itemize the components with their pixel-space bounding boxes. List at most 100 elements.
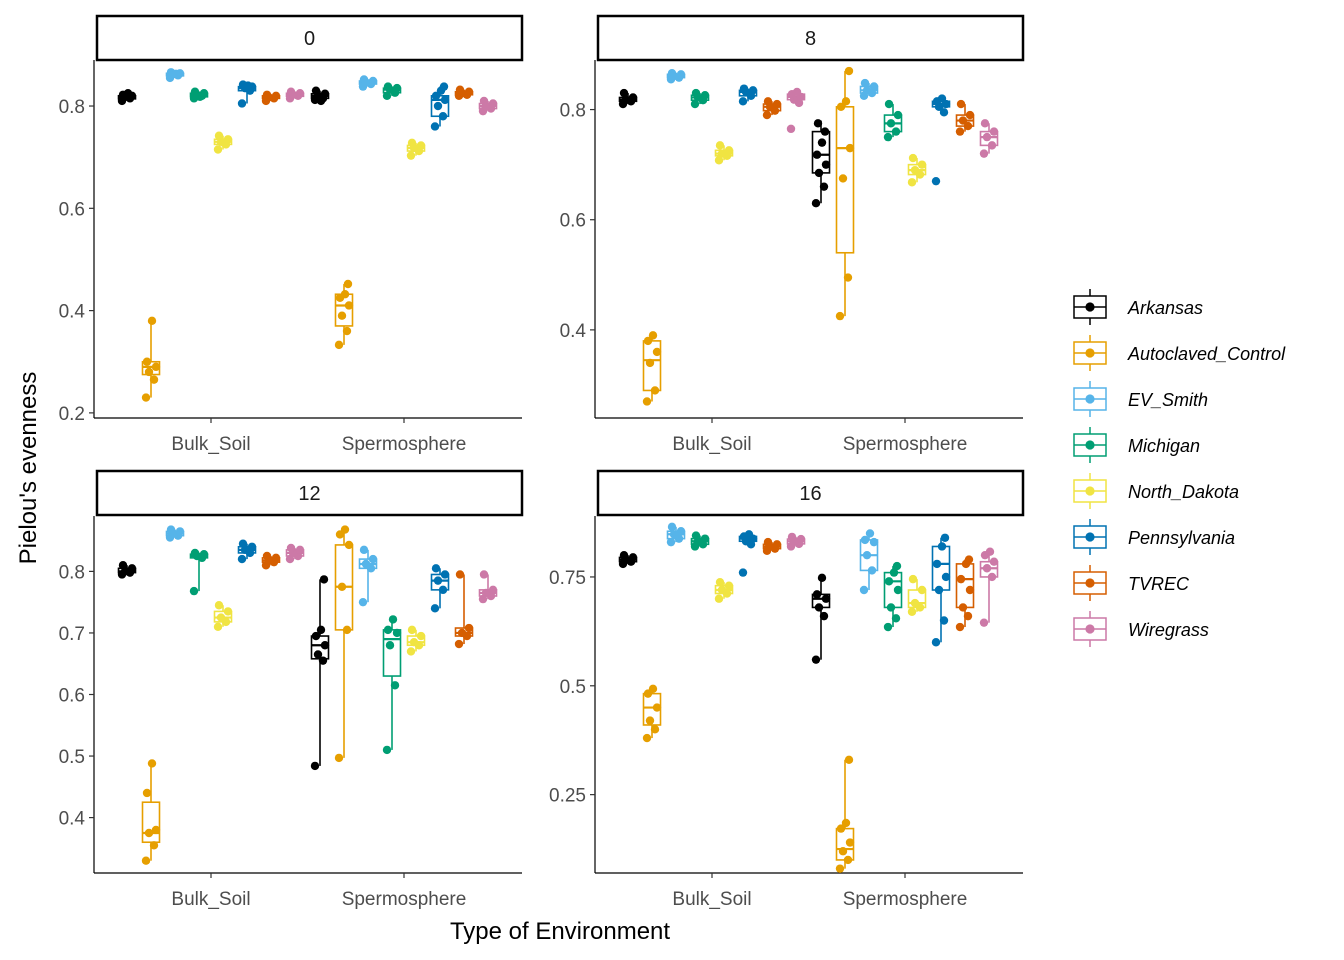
data-point bbox=[787, 532, 797, 542]
data-point bbox=[337, 311, 347, 320]
legend-key-point bbox=[1085, 624, 1095, 634]
data-point bbox=[144, 828, 154, 838]
data-point bbox=[715, 141, 725, 150]
data-point bbox=[939, 108, 949, 117]
data-point bbox=[865, 529, 875, 538]
data-point bbox=[841, 97, 851, 106]
data-point bbox=[889, 568, 899, 577]
data-point bbox=[406, 151, 416, 160]
data-point bbox=[676, 70, 686, 79]
data-point bbox=[843, 273, 853, 282]
data-point bbox=[648, 331, 658, 340]
data-point bbox=[814, 168, 824, 178]
data-point bbox=[934, 585, 944, 595]
data-point bbox=[821, 594, 831, 603]
data-point bbox=[166, 525, 176, 534]
data-point bbox=[845, 838, 855, 847]
data-point bbox=[271, 553, 281, 563]
data-point bbox=[479, 570, 489, 579]
data-point bbox=[838, 174, 848, 183]
legend-key-point bbox=[1085, 302, 1095, 312]
data-point bbox=[433, 576, 443, 585]
x-tick-label: Spermosphere bbox=[342, 434, 467, 455]
data-point bbox=[917, 160, 927, 169]
data-point bbox=[358, 597, 368, 607]
data-point bbox=[199, 549, 209, 559]
data-point bbox=[715, 577, 725, 587]
facet-strip bbox=[95, 14, 524, 62]
data-point bbox=[385, 641, 395, 650]
data-point bbox=[619, 88, 629, 98]
data-point bbox=[867, 566, 877, 575]
data-point bbox=[416, 631, 426, 641]
data-point bbox=[891, 127, 901, 136]
x-tick-label: Bulk_Soil bbox=[672, 434, 751, 455]
data-point bbox=[319, 575, 329, 584]
data-point bbox=[812, 150, 822, 159]
data-point bbox=[295, 545, 305, 555]
data-point bbox=[893, 110, 903, 120]
data-point bbox=[262, 90, 272, 99]
data-point bbox=[334, 753, 344, 763]
data-point bbox=[666, 537, 676, 547]
data-point bbox=[190, 548, 200, 558]
facet-panel-0: 0 0.2 0.4 0.6 0.8 Bulk_Soil Spermosphere bbox=[59, 14, 524, 455]
data-point bbox=[316, 625, 326, 635]
data-point bbox=[869, 537, 879, 547]
data-point bbox=[817, 138, 827, 147]
data-point bbox=[819, 611, 829, 621]
data-point bbox=[811, 655, 821, 664]
data-point bbox=[932, 559, 942, 569]
data-point bbox=[213, 145, 223, 154]
data-point bbox=[763, 97, 773, 106]
data-point bbox=[409, 637, 419, 647]
data-point bbox=[650, 725, 660, 734]
data-point bbox=[844, 66, 854, 76]
y-tick-label: 0.4 bbox=[59, 302, 86, 323]
x-tick-label: Bulk_Soil bbox=[171, 889, 250, 910]
data-point bbox=[643, 336, 653, 346]
legend-key-point bbox=[1085, 394, 1095, 404]
x-tick-label: Bulk_Soil bbox=[171, 434, 250, 455]
data-point bbox=[884, 577, 894, 586]
data-point bbox=[438, 585, 448, 595]
data-point bbox=[910, 598, 920, 608]
data-point bbox=[454, 639, 464, 649]
data-point bbox=[440, 95, 450, 105]
data-point bbox=[642, 733, 652, 743]
data-point bbox=[142, 788, 152, 798]
data-point bbox=[762, 110, 772, 120]
data-point bbox=[908, 153, 918, 163]
data-point bbox=[982, 564, 992, 573]
facet-strip bbox=[596, 14, 1025, 62]
data-point bbox=[464, 623, 474, 633]
legend-label: Autoclaved_Control bbox=[1127, 344, 1286, 364]
facet-strip-label: 12 bbox=[298, 483, 320, 505]
y-tick-label: 0.6 bbox=[560, 211, 586, 232]
data-point bbox=[243, 81, 253, 90]
data-point bbox=[965, 585, 975, 595]
y-tick-label: 0.8 bbox=[59, 562, 85, 583]
legend: Arkansas Autoclaved_Control EV_Smith Michig… bbox=[1073, 289, 1286, 647]
data-point bbox=[883, 132, 893, 142]
data-point bbox=[271, 91, 281, 101]
data-point bbox=[392, 83, 402, 93]
data-point bbox=[313, 650, 323, 659]
data-point bbox=[691, 531, 701, 540]
y-axis-title: Pielou's evenness bbox=[15, 372, 42, 565]
y-tick-label: 0.8 bbox=[560, 101, 586, 122]
data-point bbox=[488, 585, 498, 595]
data-point bbox=[316, 96, 326, 106]
data-point bbox=[700, 534, 710, 543]
data-point bbox=[361, 559, 371, 569]
data-point bbox=[955, 127, 965, 136]
data-point bbox=[979, 149, 989, 158]
data-point bbox=[286, 543, 296, 553]
data-point bbox=[344, 301, 354, 310]
data-point bbox=[144, 367, 154, 377]
box bbox=[931, 545, 951, 591]
data-point bbox=[479, 96, 489, 106]
legend-label: TVREC bbox=[1128, 574, 1190, 594]
data-point bbox=[892, 561, 902, 571]
